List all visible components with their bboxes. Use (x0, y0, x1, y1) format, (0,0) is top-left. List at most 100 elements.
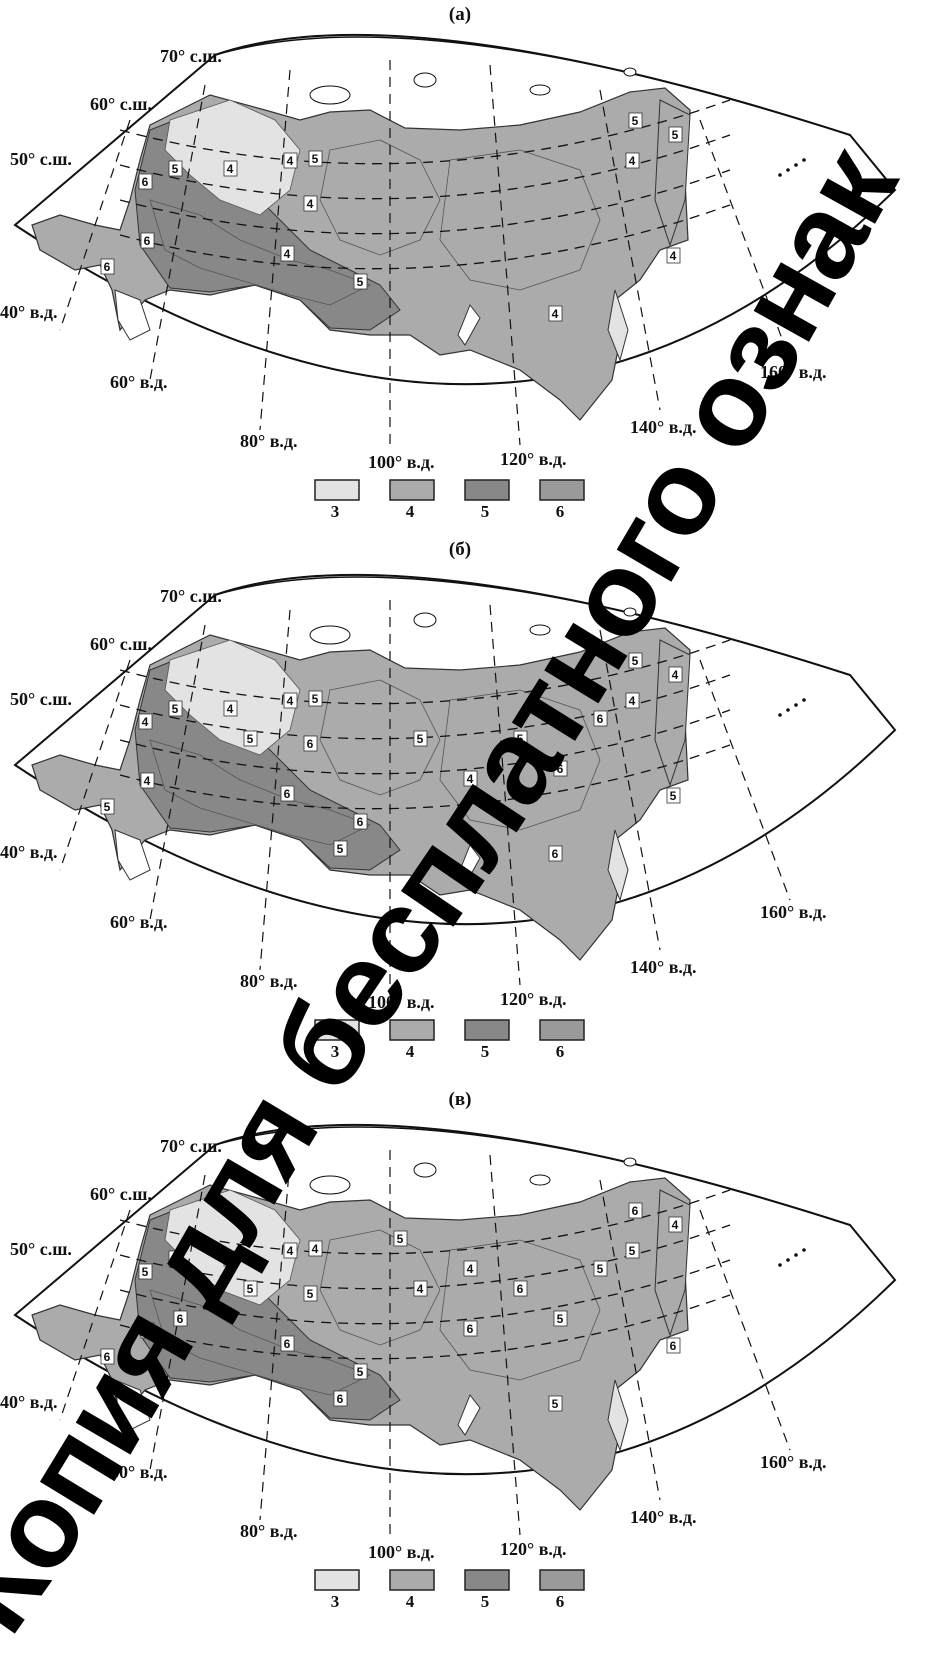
island (802, 1248, 806, 1252)
latitude-label: 50° с.ш. (10, 149, 72, 169)
zone-number-box (628, 1202, 643, 1219)
meridian-line (699, 659, 791, 901)
zone-number: 4 (552, 307, 559, 321)
zone-number-box (353, 273, 368, 290)
latitude-label: 60° с.ш. (90, 94, 152, 114)
zone-number-box (463, 1260, 478, 1277)
zone-number-box (668, 1216, 683, 1233)
legend-swatch-5 (464, 479, 510, 501)
map-panel-1: (а) 70° с.ш. 60° с.ш. 50° с.ш. 40° в.д. 60° в… (0, 4, 897, 521)
zone-number: 5 (417, 732, 424, 746)
latitude-line (119, 674, 731, 740)
latitude-label: 70° с.ш. (160, 586, 222, 606)
lake (114, 289, 151, 341)
zone-region (439, 1239, 601, 1381)
zone-number: 5 (337, 842, 344, 856)
zone-number: 6 (467, 1322, 474, 1336)
longitude-label: 160° в.д. (760, 902, 827, 922)
legend-swatch-6 (539, 1569, 585, 1591)
zone-number-box (100, 798, 115, 815)
latitude-line (119, 1189, 731, 1255)
latitude-line (119, 1294, 731, 1360)
zone-number-box (308, 150, 323, 167)
zone-number-box (668, 126, 683, 143)
zone-number: 4 (287, 154, 294, 168)
zone-region (319, 139, 441, 256)
zone-region (319, 679, 441, 796)
latitude-line (119, 99, 731, 165)
legend-label: 6 (556, 502, 565, 521)
zone-number-box (628, 112, 643, 129)
zone-number: 5 (172, 702, 179, 716)
longitude-label: 100° в.д. (368, 1542, 435, 1562)
zone-number-box (513, 1280, 528, 1297)
zone-number-box (628, 652, 643, 669)
zone-number-box (413, 730, 428, 747)
zone-number: 5 (144, 1324, 151, 1338)
zone-number-box (666, 787, 681, 804)
zone-number-box (100, 258, 115, 275)
zone-number-box (283, 1242, 298, 1259)
zone-number: 6 (142, 175, 149, 189)
lake (457, 1393, 481, 1436)
island (623, 607, 637, 617)
zone-number-box (548, 1395, 563, 1412)
zone-number-box (223, 1250, 238, 1267)
latitude-label: 50° с.ш. (10, 1239, 72, 1259)
zone-number: 5 (312, 152, 319, 166)
zone-number-box (138, 1263, 153, 1280)
meridian-line (699, 119, 791, 361)
zone-number: 4 (307, 197, 314, 211)
lake (457, 303, 481, 346)
zone-number: 4 (142, 715, 149, 729)
zone-number-box (138, 713, 153, 730)
zone-number: 5 (142, 1265, 149, 1279)
island (413, 72, 437, 88)
legend-swatch-3 (314, 479, 360, 501)
meridian-line (599, 89, 661, 411)
map-title: (а) (449, 4, 471, 25)
meridian-line (489, 64, 521, 446)
zone-number: 5 (172, 162, 179, 176)
meridian-line (699, 1209, 791, 1451)
zone-number: 6 (597, 712, 604, 726)
zone-number: 5 (552, 1397, 559, 1411)
legend-label: 5 (481, 1042, 490, 1061)
longitude-label: 40° в.д. (0, 302, 58, 322)
zone-number-box (303, 1285, 318, 1302)
frame-arc (214, 576, 851, 676)
legend-swatch-6 (539, 1019, 585, 1041)
latitude-line (119, 709, 731, 775)
longitude-label: 160° в.д. (760, 362, 827, 382)
zone-number: 6 (552, 847, 559, 861)
zone-number-box (548, 845, 563, 862)
zone-number: 5 (557, 1312, 564, 1326)
zone-number: 4 (227, 702, 234, 716)
land-mass (607, 1379, 629, 1452)
zone-number: 4 (629, 154, 636, 168)
zone-number-box (463, 1320, 478, 1337)
longitude-label: 40° в.д. (0, 1392, 58, 1412)
zone-number: 4 (467, 772, 474, 786)
longitude-label: 120° в.д. (500, 1539, 567, 1559)
land-mass (607, 829, 629, 902)
zone-number-box (353, 1363, 368, 1380)
zone-number: 5 (104, 800, 111, 814)
island (623, 1157, 637, 1167)
zone-number-box (168, 1250, 183, 1267)
legend-swatch-4 (389, 1569, 435, 1591)
longitude-label: 140° в.д. (630, 417, 697, 437)
longitude-label: 40° в.д. (0, 842, 58, 862)
zone-number: 4 (672, 1218, 679, 1232)
latitude-label: 70° с.ш. (160, 46, 222, 66)
zone-number-box (168, 160, 183, 177)
legend-label: 5 (481, 1592, 490, 1611)
zone-number: 5 (247, 732, 254, 746)
zone-number: 4 (284, 247, 291, 261)
zone-number-box (223, 700, 238, 717)
longitude-label: 140° в.д. (630, 957, 697, 977)
map-title: (б) (449, 539, 471, 560)
latitude-line (119, 639, 731, 705)
zone-number: 5 (227, 1252, 234, 1266)
legend-label: 4 (406, 1592, 415, 1611)
